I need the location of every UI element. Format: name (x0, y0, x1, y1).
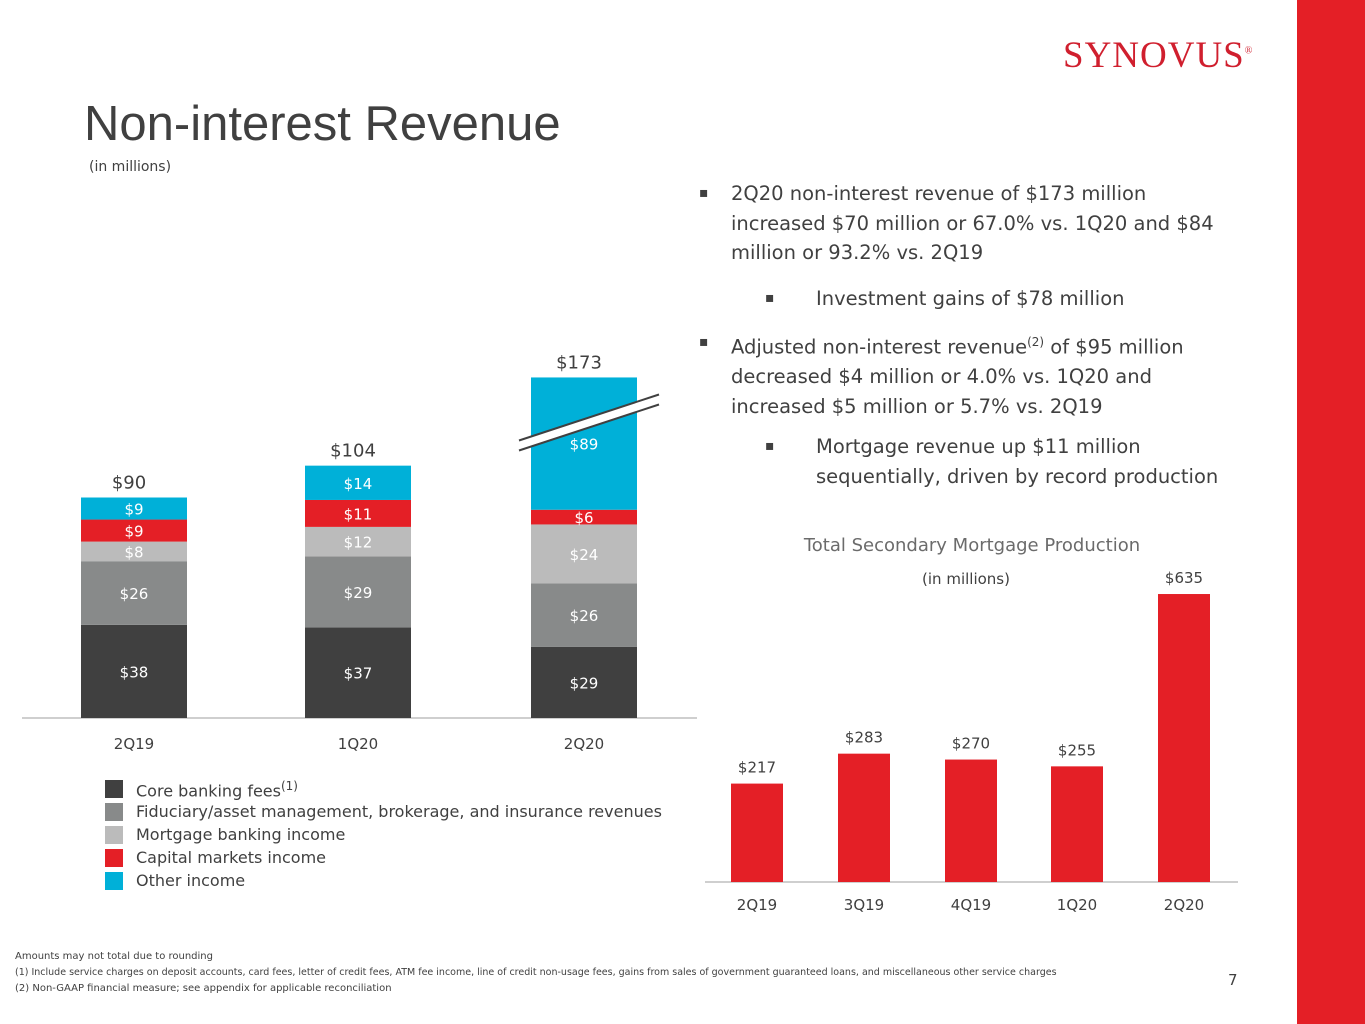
bar-label-capital-markets-income-1q20: $11 (344, 505, 373, 523)
bar-label-core-banking-fees-2q20: $29 (570, 674, 599, 692)
page-subtitle: (in millions) (89, 159, 172, 175)
category-label-2q20: 2Q20 (564, 735, 604, 753)
legend-swatch (105, 780, 123, 798)
axis-break-gap (519, 394, 659, 451)
bar-fiduciary-asset-management-brokerage-and-insurance-revenues-2q20 (531, 583, 637, 647)
mortgage-value-label-3q19: $283 (845, 729, 883, 747)
axis-break-line (518, 393, 660, 442)
bar-label-fiduciary-asset-management-brokerage-and-insurance-revenues-2q20: $26 (570, 607, 599, 625)
mortgage-bar-2q19 (731, 783, 783, 882)
mortgage-category-label-2q19: 2Q19 (737, 896, 777, 914)
bar-capital-markets-income-2q19 (81, 519, 187, 542)
legend-swatch (105, 849, 123, 867)
mortgage-bar-3q19 (838, 753, 890, 882)
stacked-revenue-chart: $38 $26 $8 $9 $9 $90 2Q19 $37 $29 $12 $11 $14 $104 1Q… (22, 352, 697, 753)
mortgage-value-label-2q20: $635 (1165, 569, 1203, 587)
footnote-2: (2) Non-GAAP financial measure; see appe… (15, 983, 392, 994)
mortgage-bar-4q19 (945, 759, 997, 882)
bar-core-banking-fees-1q20 (305, 627, 411, 718)
bar-label-capital-markets-income-2q20: $6 (574, 509, 593, 527)
bar-fiduciary-asset-management-brokerage-and-insurance-revenues-2q19 (81, 561, 187, 625)
synovus-logo: SYNOVUS® (1063, 35, 1253, 76)
bullet-adjusted-revenue: Adjusted non-interest revenue(2) of $95 … (731, 335, 1184, 418)
total-label-2q20: $173 (556, 352, 602, 373)
bullet-marker: ▪ (765, 290, 775, 306)
bullet-mortgage-revenue: Mortgage revenue up $11 million sequenti… (816, 435, 1219, 488)
legend-swatch (105, 872, 123, 890)
footnote-1: (1) Include service charges on deposit a… (15, 967, 1057, 978)
bar-core-banking-fees-2q20 (531, 646, 637, 718)
bullet-marker: ▪ (699, 334, 709, 350)
bar-capital-markets-income-1q20 (305, 499, 411, 527)
bar-label-other-income-2q20: $89 (570, 436, 599, 454)
bar-other-income-2q20 (531, 377, 637, 510)
bar-other-income-2q19 (81, 497, 187, 520)
mortgage-category-label-4q19: 4Q19 (951, 896, 991, 914)
category-label-2q19: 2Q19 (114, 735, 154, 753)
bar-fiduciary-asset-management-brokerage-and-insurance-revenues-1q20 (305, 556, 411, 628)
footnote-rounding: Amounts may not total due to rounding (15, 951, 213, 962)
mortgage-bar-2q20 (1158, 594, 1210, 882)
mortgage-bar-1q20 (1051, 766, 1103, 882)
mortgage-value-label-2q19: $217 (738, 759, 776, 777)
bar-mortgage-banking-income-2q19 (81, 541, 187, 562)
mortgage-category-label-2q20: 2Q20 (1164, 896, 1204, 914)
axis-break-line (518, 403, 660, 452)
bullet-marker: ▪ (699, 185, 709, 201)
bar-label-other-income-1q20: $14 (344, 475, 373, 493)
bar-label-fiduciary-asset-management-brokerage-and-insurance-revenues-2q19: $26 (120, 585, 149, 603)
bullet-investment-gains: Investment gains of $78 million (816, 287, 1125, 310)
bar-label-core-banking-fees-1q20: $37 (344, 665, 373, 683)
mortgage-category-label-1q20: 1Q20 (1057, 896, 1097, 914)
bullet-marker: ▪ (765, 438, 775, 454)
bar-capital-markets-income-2q20 (531, 509, 637, 525)
legend-swatch (105, 826, 123, 844)
bar-label-mortgage-banking-income-1q20: $12 (344, 534, 373, 552)
category-label-1q20: 1Q20 (338, 735, 378, 753)
page-number: 7 (1228, 971, 1238, 989)
mortgage-category-label-3q19: 3Q19 (844, 896, 884, 914)
bar-other-income-1q20 (305, 465, 411, 500)
legend-swatch (105, 803, 123, 821)
bar-mortgage-banking-income-2q20 (531, 524, 637, 584)
total-label-1q20: $104 (330, 441, 376, 462)
bar-label-fiduciary-asset-management-brokerage-and-insurance-revenues-1q20: $29 (344, 584, 373, 602)
bar-label-core-banking-fees-2q19: $38 (120, 663, 149, 681)
bullet-revenue: 2Q20 non-interest revenue of $173 millio… (731, 182, 1214, 264)
mortgage-production-chart: Total Secondary Mortgage Production (in m… (705, 535, 1238, 914)
mortgage-value-label-1q20: $255 (1058, 741, 1096, 759)
mortgage-chart-unit: (in millions) (922, 570, 1010, 588)
mortgage-chart-title: Total Secondary Mortgage Production (803, 535, 1140, 556)
bar-core-banking-fees-2q19 (81, 624, 187, 718)
bar-label-mortgage-banking-income-2q19: $8 (124, 543, 143, 561)
right-accent-bar (1297, 0, 1365, 1024)
total-label-2q19: $90 (112, 473, 146, 494)
bar-label-mortgage-banking-income-2q20: $24 (570, 546, 599, 564)
bar-mortgage-banking-income-1q20 (305, 526, 411, 557)
page-title: Non-interest Revenue (84, 97, 561, 151)
mortgage-value-label-4q19: $270 (952, 735, 990, 753)
axis-break-mark (518, 393, 660, 452)
bar-label-other-income-2q19: $9 (124, 501, 143, 519)
bar-label-capital-markets-income-2q19: $9 (124, 523, 143, 541)
